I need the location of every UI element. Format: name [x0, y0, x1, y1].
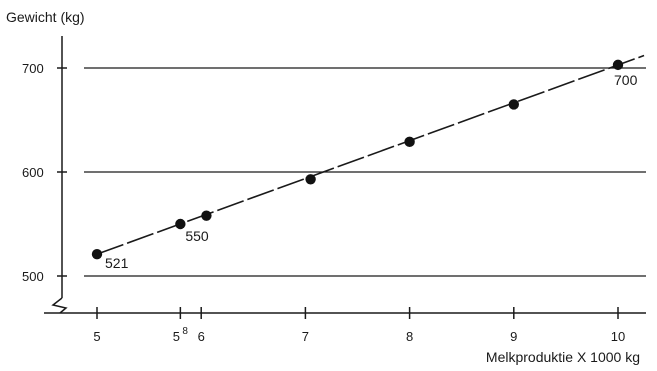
data-label-550: 550 [185, 228, 209, 244]
y-tick-label-700: 700 [22, 61, 44, 76]
data-point-3 [305, 174, 316, 185]
trend-line [96, 54, 645, 255]
x-axis-title: Melkproduktie X 1000 kg [486, 349, 640, 365]
data-label-700: 700 [614, 72, 638, 88]
data-point-4 [404, 136, 415, 148]
x-tick-label-sup-1: 8 [182, 326, 188, 337]
data-label-521: 521 [105, 255, 129, 271]
x-tick-label-1: 5 [173, 329, 180, 344]
data-point-1 [175, 218, 186, 230]
x-tick-label-4: 8 [406, 329, 413, 344]
axes [44, 36, 646, 319]
trend-line-group [96, 54, 645, 255]
x-tick-label-6: 10 [611, 329, 625, 344]
y-axis-break [51, 297, 68, 314]
x-tick-label-0: 5 [93, 329, 100, 344]
y-axis-title: Gewicht (kg) [6, 9, 85, 25]
y-tick-label-600: 600 [22, 165, 44, 180]
data-points: 521 550 700 [91, 59, 638, 271]
data-point-2 [201, 210, 212, 221]
x-tick-label-2: 6 [198, 329, 205, 344]
grid-lines [84, 67, 646, 277]
x-tick-label-5: 9 [510, 329, 517, 344]
data-point-0 [91, 248, 103, 260]
x-tick-label-3: 7 [302, 329, 309, 344]
data-point-5 [508, 99, 519, 110]
y-tick-label-500: 500 [22, 269, 44, 284]
data-point-6 [612, 59, 624, 71]
